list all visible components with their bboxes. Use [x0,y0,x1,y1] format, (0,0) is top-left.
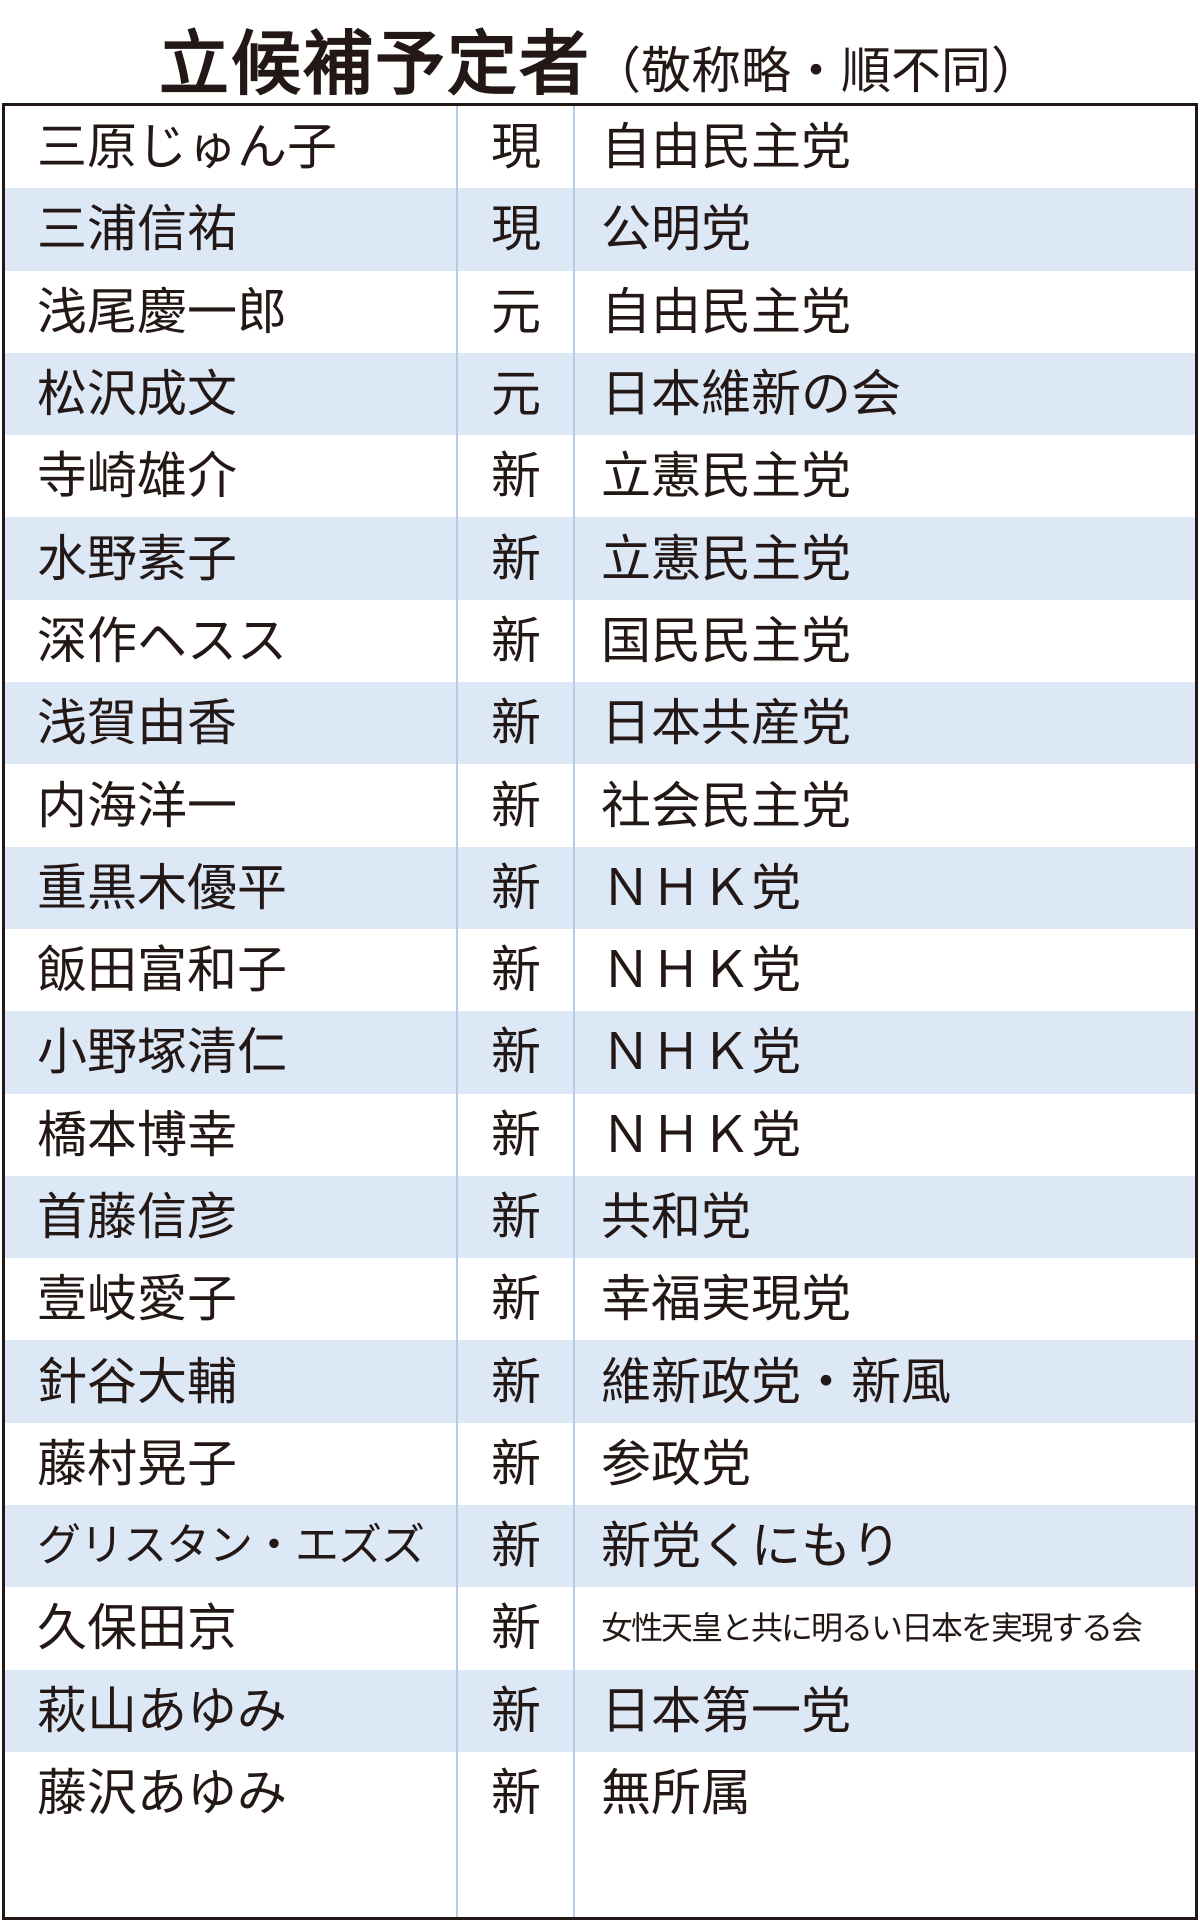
candidate-name: 壹岐愛子 [37,1270,237,1329]
table-row: 重黒木優平 新 ＮＨＫ党 [5,846,1195,929]
candidate-status: 新 [491,1681,541,1740]
table-row: 橋本博幸 新 ＮＨＫ党 [5,1094,1195,1176]
candidate-party: 立憲民主党 [601,529,851,588]
candidate-name: 水野素子 [37,529,237,588]
candidate-name: 深作ヘスス [37,611,287,670]
table-row: 飯田富和子 新 ＮＨＫ党 [5,929,1195,1011]
page-title: 立候補予定者（敬称略・順不同） [0,8,1200,109]
table-row: 寺崎雄介 新 立憲民主党 [5,435,1195,517]
candidate-party: 日本共産党 [601,694,851,753]
title-main: 立候補予定者 [159,23,591,105]
table-row: 萩山あゆみ 新 日本第一党 [5,1669,1195,1752]
candidate-name: 久保田京 [37,1599,237,1658]
column-divider [456,106,458,1917]
candidate-status: 新 [491,694,541,753]
table-row: 壹岐愛子 新 幸福実現党 [5,1258,1195,1340]
candidate-status: 新 [491,447,541,506]
candidate-party: ＮＨＫ党 [601,941,801,1000]
table-row: 首藤信彦 新 共和党 [5,1175,1195,1259]
candidates-table: 三原じゅん子現自由民主党 三浦信祐現公明党 浅尾慶一郎元自由民主党 松沢成文元日本維新… [2,103,1198,1920]
candidate-name: 寺崎雄介 [37,447,237,506]
candidate-status: 新 [491,1105,541,1164]
candidate-status: 新 [491,858,541,917]
candidate-name: 橋本博幸 [37,1105,237,1164]
candidate-party: 女性天皇と共に明るい日本を実現する会 [601,1609,1143,1648]
candidate-name: 藤沢あゆみ [37,1764,287,1823]
candidate-name: 内海洋一 [37,776,237,835]
candidate-name: 三浦信祐 [37,200,237,259]
candidate-name: 浅賀由香 [37,694,237,753]
table-row: 小野塚清仁 新 ＮＨＫ党 [5,1011,1195,1094]
candidate-status: 新 [491,1352,541,1411]
candidate-status: 元 [491,365,541,424]
table-row: 久保田京 新 女性天皇と共に明るい日本を実現する会 [5,1587,1195,1669]
candidate-party: 無所属 [601,1764,751,1823]
candidate-status: 新 [491,1517,541,1576]
title-sub: （敬称略・順不同） [591,42,1041,100]
candidate-name: 首藤信彦 [37,1188,237,1246]
candidate-status: 新 [491,1270,541,1329]
table-row: 三原じゅん子 現 自由民主党 [5,106,1195,188]
candidate-name: 針谷大輔 [37,1352,237,1411]
candidate-name: 萩山あゆみ [37,1681,287,1740]
candidate-name: 藤村晃子 [37,1434,237,1493]
candidate-party: 自由民主党 [601,118,851,177]
candidate-party: 新党くにもり [601,1517,901,1576]
candidate-status: 現 [491,200,541,259]
candidate-name: 重黒木優平 [37,858,287,917]
table-row: 松沢成文 元 日本維新の会 [5,352,1195,436]
candidate-status: 新 [491,1188,541,1246]
candidate-status: 新 [491,776,541,835]
candidate-status: 新 [491,941,541,1000]
candidate-name: 飯田富和子 [37,941,287,1000]
candidate-status: 現 [491,118,541,177]
candidate-party: ＮＨＫ党 [601,1105,801,1164]
candidate-status: 新 [491,1764,541,1823]
table-row: 藤沢あゆみ 新 無所属 [5,1752,1195,1834]
candidate-party: 共和党 [601,1188,751,1246]
candidate-party: 公明党 [601,200,751,259]
candidate-name: グリスタン・エズズ [37,1520,425,1572]
candidate-status: 新 [491,611,541,670]
table-row: グリスタン・エズズ 新 新党くにもり [5,1505,1195,1588]
candidate-name: 小野塚清仁 [37,1023,287,1082]
table-row: 針谷大輔 新 維新政党・新風 [5,1340,1195,1423]
table-row: 浅尾慶一郎 元 自由民主党 [5,271,1195,353]
candidate-party: ＮＨＫ党 [601,1023,801,1082]
table-row: 内海洋一 新 社会民主党 [5,764,1195,846]
candidate-name: 浅尾慶一郎 [37,282,287,341]
candidate-status: 元 [491,282,541,341]
candidate-status: 新 [491,1599,541,1658]
candidate-status: 新 [491,529,541,588]
candidate-party: 社会民主党 [601,776,851,835]
candidate-status: 新 [491,1023,541,1082]
table-row: 三浦信祐 現 公明党 [5,188,1195,271]
candidate-party: 自由民主党 [601,282,851,341]
candidate-party: ＮＨＫ党 [601,858,801,917]
candidate-party: 維新政党・新風 [601,1352,951,1411]
candidate-party: 幸福実現党 [601,1270,851,1329]
candidate-party: 日本維新の会 [601,365,901,424]
table-row: 浅賀由香 新 日本共産党 [5,682,1195,765]
candidate-party: 立憲民主党 [601,447,851,506]
candidate-status: 新 [491,1434,541,1493]
table-row: 水野素子 新 立憲民主党 [5,517,1195,600]
candidate-party: 参政党 [601,1434,751,1493]
column-divider [573,106,575,1917]
candidate-name: 松沢成文 [37,365,237,424]
candidate-party: 国民民主党 [601,611,851,670]
table-row: 深作ヘスス 新 国民民主党 [5,600,1195,682]
table-row: 藤村晃子 新 参政党 [5,1423,1195,1505]
candidate-name: 三原じゅん子 [37,118,337,177]
candidate-party: 日本第一党 [601,1681,851,1740]
